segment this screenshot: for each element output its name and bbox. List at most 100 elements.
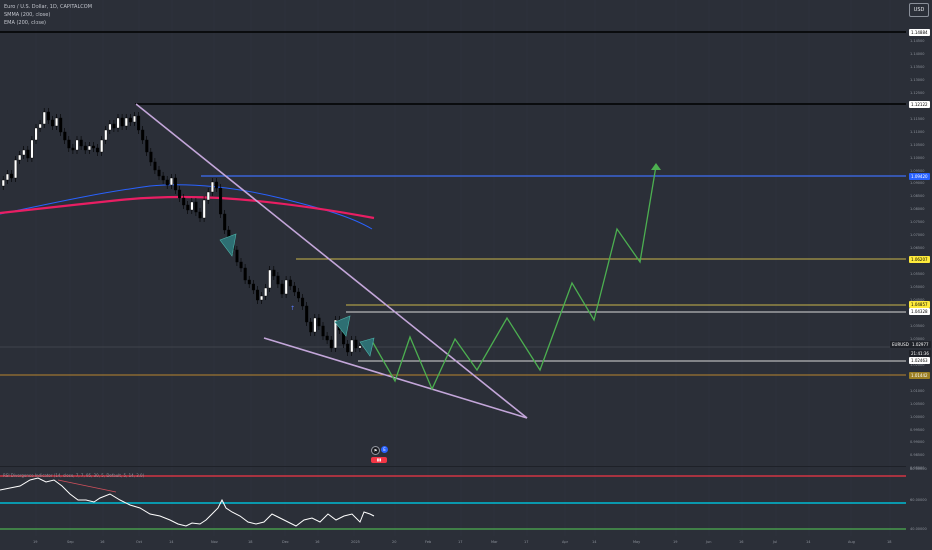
price-tick-label: 1.00500	[910, 401, 925, 406]
candle	[321, 325, 325, 337]
price-tag: 1.02463	[909, 357, 930, 364]
candle	[9, 173, 13, 179]
candle	[108, 123, 112, 131]
candle	[247, 279, 251, 285]
time-tick-label: 14	[806, 540, 811, 544]
indicator-ema-label[interactable]: EMA (200, close)	[4, 20, 46, 26]
candle	[280, 283, 284, 295]
price-tick-label: 0.98000	[910, 466, 925, 471]
grid-layer	[35, 0, 891, 536]
candle	[313, 317, 317, 333]
price-tick-label: 1.03500	[910, 323, 925, 328]
candle	[157, 169, 161, 177]
pane-separator[interactable]	[0, 466, 906, 467]
price-tag: 1.06207	[909, 255, 930, 263]
candle	[116, 117, 120, 129]
price-tick-label: 1.08000	[910, 207, 925, 212]
candle	[173, 177, 177, 191]
candle	[235, 249, 239, 263]
projection-arrowhead	[651, 163, 661, 170]
time-tick-label: 18	[248, 540, 253, 544]
time-tick-label: May	[633, 540, 641, 544]
candle	[301, 297, 305, 307]
candle	[239, 261, 243, 269]
time-tick-label: 19	[673, 540, 678, 544]
time-tick-label: Jul	[773, 540, 778, 544]
dividends-icon[interactable]: ▮▮	[371, 457, 387, 463]
candle	[1, 179, 5, 187]
candle	[329, 339, 333, 349]
candle	[223, 213, 227, 231]
price-tick-label: 0.98500	[910, 453, 925, 458]
candle	[128, 117, 132, 123]
indicator-smma-label[interactable]: SMMA (200, close)	[4, 12, 51, 18]
candle	[79, 139, 83, 147]
candle	[18, 154, 22, 161]
arrow-marker	[334, 315, 351, 337]
candle	[358, 345, 362, 349]
candle	[104, 129, 108, 141]
rsi-indicator-label[interactable]: RSI Divergence Indicator (14, close, 7, …	[3, 473, 145, 478]
price-tag: EURUSD	[890, 340, 911, 348]
up-arrow-marker: ↑	[290, 305, 295, 312]
time-tick-label: Nov	[211, 540, 218, 544]
projection-path	[371, 165, 657, 391]
price-tag: 1.12122	[909, 100, 930, 108]
price-tick-label: 1.00000	[910, 414, 925, 419]
candle	[214, 181, 218, 189]
time-tick-label: 20	[392, 540, 397, 544]
candle	[161, 175, 165, 181]
candle	[96, 147, 100, 153]
candle	[198, 211, 202, 219]
candle	[260, 295, 264, 301]
candle	[26, 149, 30, 159]
time-tick-label: Feb	[425, 540, 432, 544]
candle	[178, 189, 182, 199]
horizontal-levels	[0, 31, 906, 376]
time-tick-label: 19	[33, 540, 38, 544]
price-tick-label: 1.14000	[910, 51, 925, 56]
time-tick-label: 18	[887, 540, 892, 544]
rsi-tick-label: 40.00000	[910, 527, 927, 531]
candle	[87, 145, 91, 151]
candle	[14, 159, 18, 179]
price-tick-label: 1.10500	[910, 142, 925, 147]
candle	[288, 279, 292, 287]
price-tick-label: 1.02000	[910, 362, 925, 367]
rsi-tick-label: 80.00000	[910, 467, 927, 471]
currency-button[interactable]: USD	[909, 3, 929, 17]
time-tick-label: Apr	[562, 540, 569, 544]
candle	[297, 291, 301, 299]
time-tick-label: Sep	[67, 540, 74, 544]
flag-icon[interactable]: ⚑	[371, 446, 380, 455]
candle	[276, 275, 280, 285]
symbol-title: Euro / U.S. Dollar, 1D, CAPITALCOM	[4, 4, 93, 10]
candle	[272, 269, 276, 277]
candle	[42, 111, 46, 125]
candle	[354, 339, 358, 349]
candle	[5, 173, 9, 181]
price-tick-label: 1.03000	[910, 336, 925, 341]
candle	[83, 145, 87, 151]
drawings: ↑	[135, 103, 661, 419]
rsi-oscillator	[0, 475, 906, 530]
arrow-marker	[219, 233, 237, 257]
price-tick-label: 0.99500	[910, 427, 925, 432]
price-tick-label: 1.05500	[910, 272, 925, 277]
candle	[30, 139, 34, 159]
price-tick-label: 1.07500	[910, 220, 925, 225]
candle	[169, 177, 173, 186]
candle	[190, 201, 194, 211]
price-tick-label: 1.06500	[910, 246, 925, 251]
wedge-upper-line	[135, 103, 528, 419]
time-tick-label: Jun	[706, 540, 712, 544]
earnings-icon[interactable]: E	[381, 446, 388, 453]
price-tick-label: 1.13000	[910, 77, 925, 82]
price-tag: 1.14884	[909, 28, 930, 36]
moving-averages	[0, 184, 375, 230]
time-tick-label: 14	[592, 540, 597, 544]
time-tick-label: Dec	[282, 540, 289, 544]
candle	[71, 147, 75, 151]
